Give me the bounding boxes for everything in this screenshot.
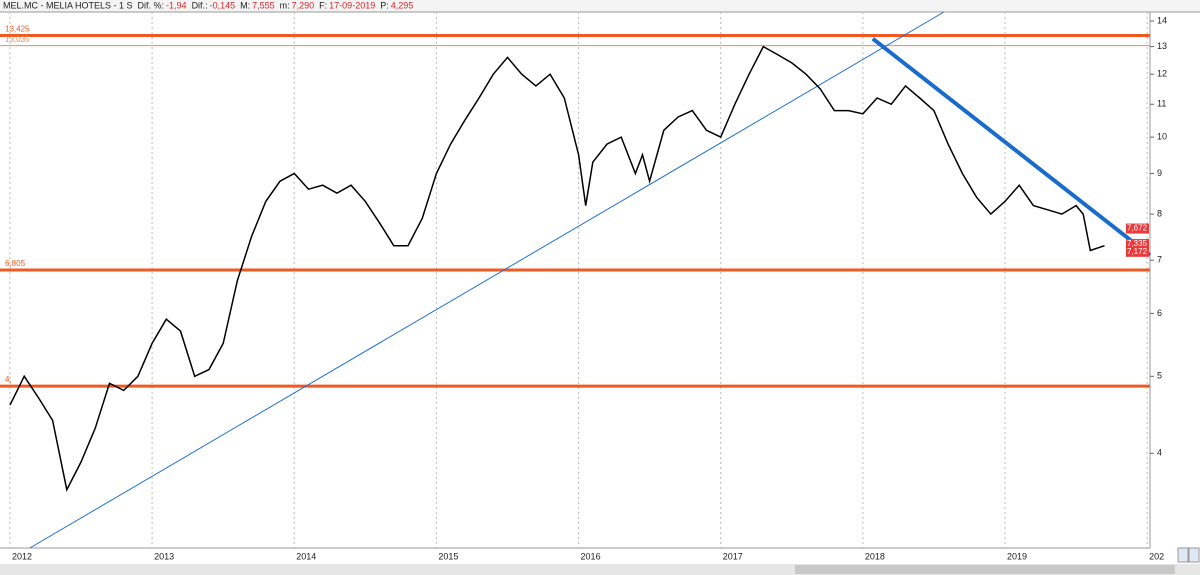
x-tick-label: 2017 xyxy=(723,551,743,561)
header-bar xyxy=(0,0,1200,12)
save-button[interactable] xyxy=(1188,547,1200,563)
level-label: 6,805 xyxy=(5,259,26,268)
x-tick-label: 2013 xyxy=(154,551,174,561)
price-line xyxy=(9,45,1105,492)
price-tag xyxy=(1126,239,1149,250)
header-label: F: xyxy=(319,0,327,10)
header-value: -1,94 xyxy=(166,0,187,10)
header-value: 4,295 xyxy=(391,0,414,10)
y-tick-label: 10 xyxy=(1157,131,1167,141)
header-label: Dif. %: xyxy=(138,0,165,10)
price-tag-label: 7,172 xyxy=(1127,247,1148,256)
price-tag xyxy=(1126,223,1149,234)
y-tick-label: 14 xyxy=(1157,15,1167,25)
x-tick-label: 2019 xyxy=(1007,551,1027,561)
y-tick-label: 8 xyxy=(1157,208,1162,218)
x-tick-label: 2018 xyxy=(865,551,885,561)
y-tick-label: 6 xyxy=(1157,308,1162,318)
y-tick-label: 5 xyxy=(1157,371,1162,381)
button[interactable] xyxy=(1177,547,1189,563)
header-value: 7,555 xyxy=(252,0,275,10)
scroll-thumb[interactable] xyxy=(795,565,1175,574)
trendline xyxy=(29,11,945,549)
y-tick-label: 4 xyxy=(1157,448,1162,458)
y-tick-label: 9 xyxy=(1157,168,1162,178)
header-label: P: xyxy=(380,0,389,10)
header-label: Dif.: xyxy=(192,0,208,10)
level-label: 13,425 xyxy=(5,25,30,34)
header: MEL.MC - MELIA HOTELS - 1 S Dif. %: -1,94 D… xyxy=(3,0,413,10)
x-tick-label: 2012 xyxy=(12,551,32,561)
price-tag-label: 7,335 xyxy=(1127,239,1148,248)
level-label: 4, xyxy=(5,375,12,384)
header-label: M: xyxy=(240,0,250,10)
header-value: -0,145 xyxy=(210,0,236,10)
level-label: 13,035 xyxy=(5,35,30,44)
price-tag xyxy=(1126,246,1149,257)
x-tick-label: 2016 xyxy=(581,551,601,561)
x-tick-label: 2015 xyxy=(438,551,458,561)
x-tick-label: 2014 xyxy=(296,551,316,561)
y-tick-label: 11 xyxy=(1157,99,1166,109)
y-tick-label: 12 xyxy=(1157,69,1167,79)
header-value: 17-09-2019 xyxy=(329,0,375,10)
trendline xyxy=(871,37,1152,257)
scrollbar[interactable] xyxy=(0,564,1200,575)
y-tick-label: 13 xyxy=(1157,41,1167,51)
price-tag-label: 7,672 xyxy=(1127,224,1148,233)
y-tick-label: 7 xyxy=(1157,255,1162,265)
header-value: 7,290 xyxy=(292,0,315,10)
header-symbol: MEL.MC - MELIA HOTELS - 1 S xyxy=(3,0,133,10)
x-tick-label: 202 xyxy=(1149,551,1164,561)
header-label: m: xyxy=(280,0,290,10)
